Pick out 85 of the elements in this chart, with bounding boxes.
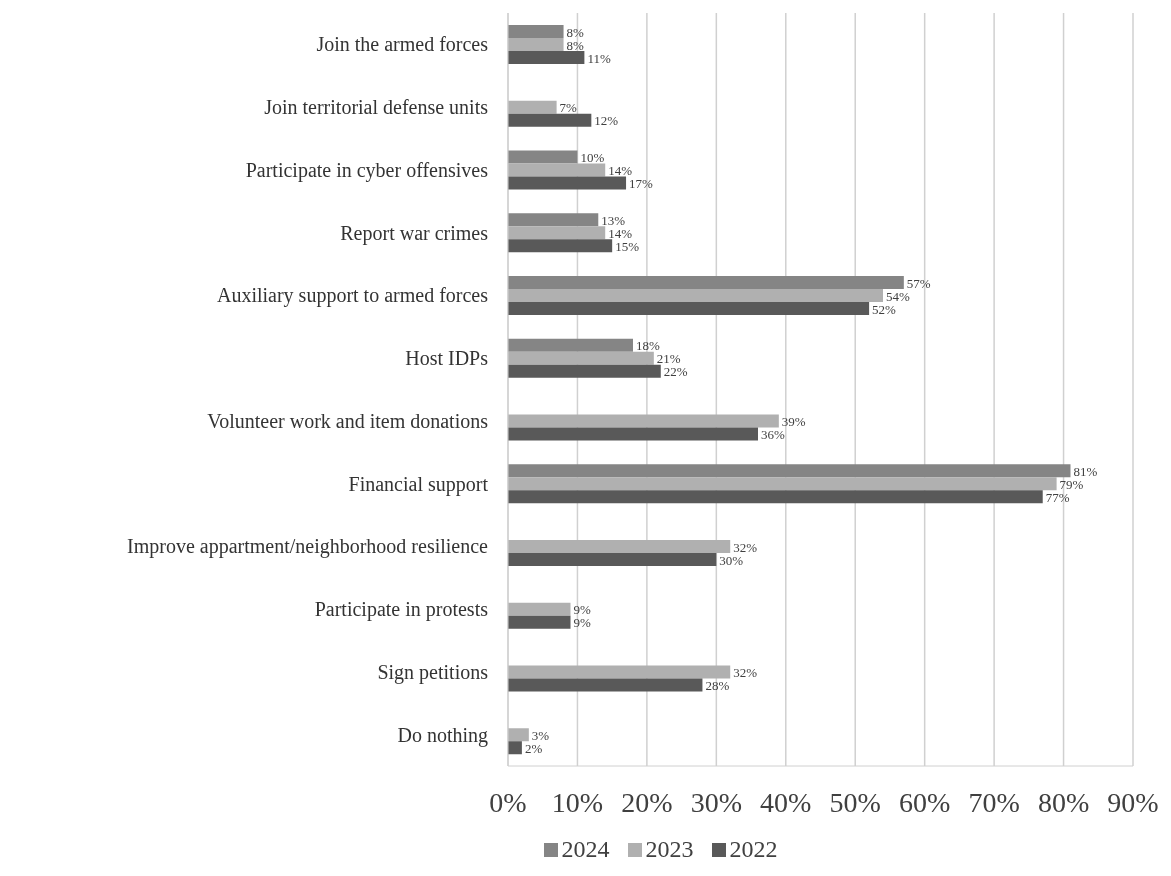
bar	[508, 553, 717, 566]
y-tick-label: Financial support	[348, 472, 489, 496]
bar	[508, 490, 1043, 504]
bar	[508, 176, 627, 190]
legend-label: 2024	[561, 836, 610, 863]
y-tick-label: Report war crimes	[340, 221, 489, 245]
data-label: 10%	[580, 150, 605, 165]
data-label: 30%	[719, 552, 744, 568]
data-label: 28%	[705, 678, 730, 693]
bar	[508, 163, 606, 177]
data-label: 3%	[531, 727, 550, 743]
bar	[508, 239, 613, 253]
bar	[508, 540, 731, 553]
bar	[508, 477, 1057, 491]
bar	[508, 351, 654, 365]
bar	[508, 100, 557, 114]
y-tick-label: Sign petitions	[377, 660, 489, 684]
bar	[508, 276, 904, 289]
x-tick-label: 50%	[829, 786, 881, 818]
bar	[508, 289, 883, 302]
bar	[508, 150, 578, 164]
bar	[508, 728, 529, 742]
bar	[508, 464, 1071, 478]
bar	[508, 302, 870, 315]
bar	[508, 226, 606, 240]
bar	[508, 602, 571, 616]
data-label: 8%	[566, 24, 585, 40]
bar	[508, 741, 522, 755]
x-tick-label: 30%	[690, 786, 742, 818]
y-tick-label: Improve appartment/neighborhood resilience	[127, 535, 489, 559]
data-label: 18%	[636, 338, 660, 354]
x-tick-label: 90%	[1107, 786, 1159, 818]
data-label: 7%	[559, 100, 578, 116]
data-label: 79%	[1059, 476, 1084, 492]
x-tick-label: 0%	[489, 786, 527, 818]
x-tick-label: 80%	[1037, 786, 1090, 818]
data-label: 12%	[594, 113, 619, 129]
y-tick-label: Participate in protests	[314, 598, 489, 622]
bar	[508, 364, 661, 378]
bar	[508, 427, 758, 441]
data-label: 32%	[733, 539, 758, 555]
bar	[508, 615, 571, 629]
y-tick-label: Participate in cyber offensives	[245, 158, 489, 182]
y-tick-label: Do nothing	[397, 723, 488, 747]
data-label: 54%	[886, 288, 910, 304]
bar	[508, 665, 731, 679]
x-tick-label: 60%	[899, 786, 951, 818]
data-label: 36%	[761, 427, 785, 442]
data-label: 11%	[587, 50, 611, 66]
x-tick-label: 10%	[551, 786, 604, 818]
bar	[508, 113, 592, 127]
data-label: 17%	[629, 176, 654, 191]
data-label: 39%	[781, 414, 806, 429]
y-tick-label: Host IDPs	[405, 347, 489, 370]
y-tick-label: Volunteer work and item donations	[207, 409, 489, 432]
data-label: 9%	[573, 602, 591, 618]
y-tick-label: Join territorial defense units	[264, 96, 489, 119]
data-label: 52%	[872, 301, 897, 317]
data-label: 22%	[663, 364, 688, 380]
data-label: 77%	[1045, 489, 1070, 505]
data-label: 57%	[906, 275, 931, 291]
data-label: 21%	[656, 351, 681, 367]
data-label: 15%	[615, 238, 640, 254]
data-label: 81%	[1073, 463, 1098, 479]
x-tick-label: 20%	[621, 786, 673, 818]
data-label: 9%	[573, 615, 591, 631]
x-tick-label: 40%	[760, 786, 812, 818]
data-label: 14%	[608, 225, 633, 241]
bar	[508, 38, 564, 51]
x-tick-label: 70%	[968, 786, 1020, 818]
bar	[508, 25, 564, 38]
data-label: 14%	[608, 163, 633, 178]
y-tick-label: Join the armed forces	[316, 33, 489, 56]
data-label: 8%	[566, 37, 585, 53]
bar	[508, 678, 703, 692]
bar	[508, 338, 633, 352]
legend-label: 2023	[645, 836, 694, 863]
data-label: 32%	[733, 665, 758, 680]
data-label: 2%	[524, 740, 543, 756]
data-label: 13%	[601, 212, 626, 228]
y-tick-label: Auxiliary support to armed forces	[216, 284, 489, 308]
bar	[508, 51, 585, 64]
bar	[508, 414, 779, 428]
bar	[508, 213, 599, 227]
legend-label: 2022	[729, 836, 778, 863]
